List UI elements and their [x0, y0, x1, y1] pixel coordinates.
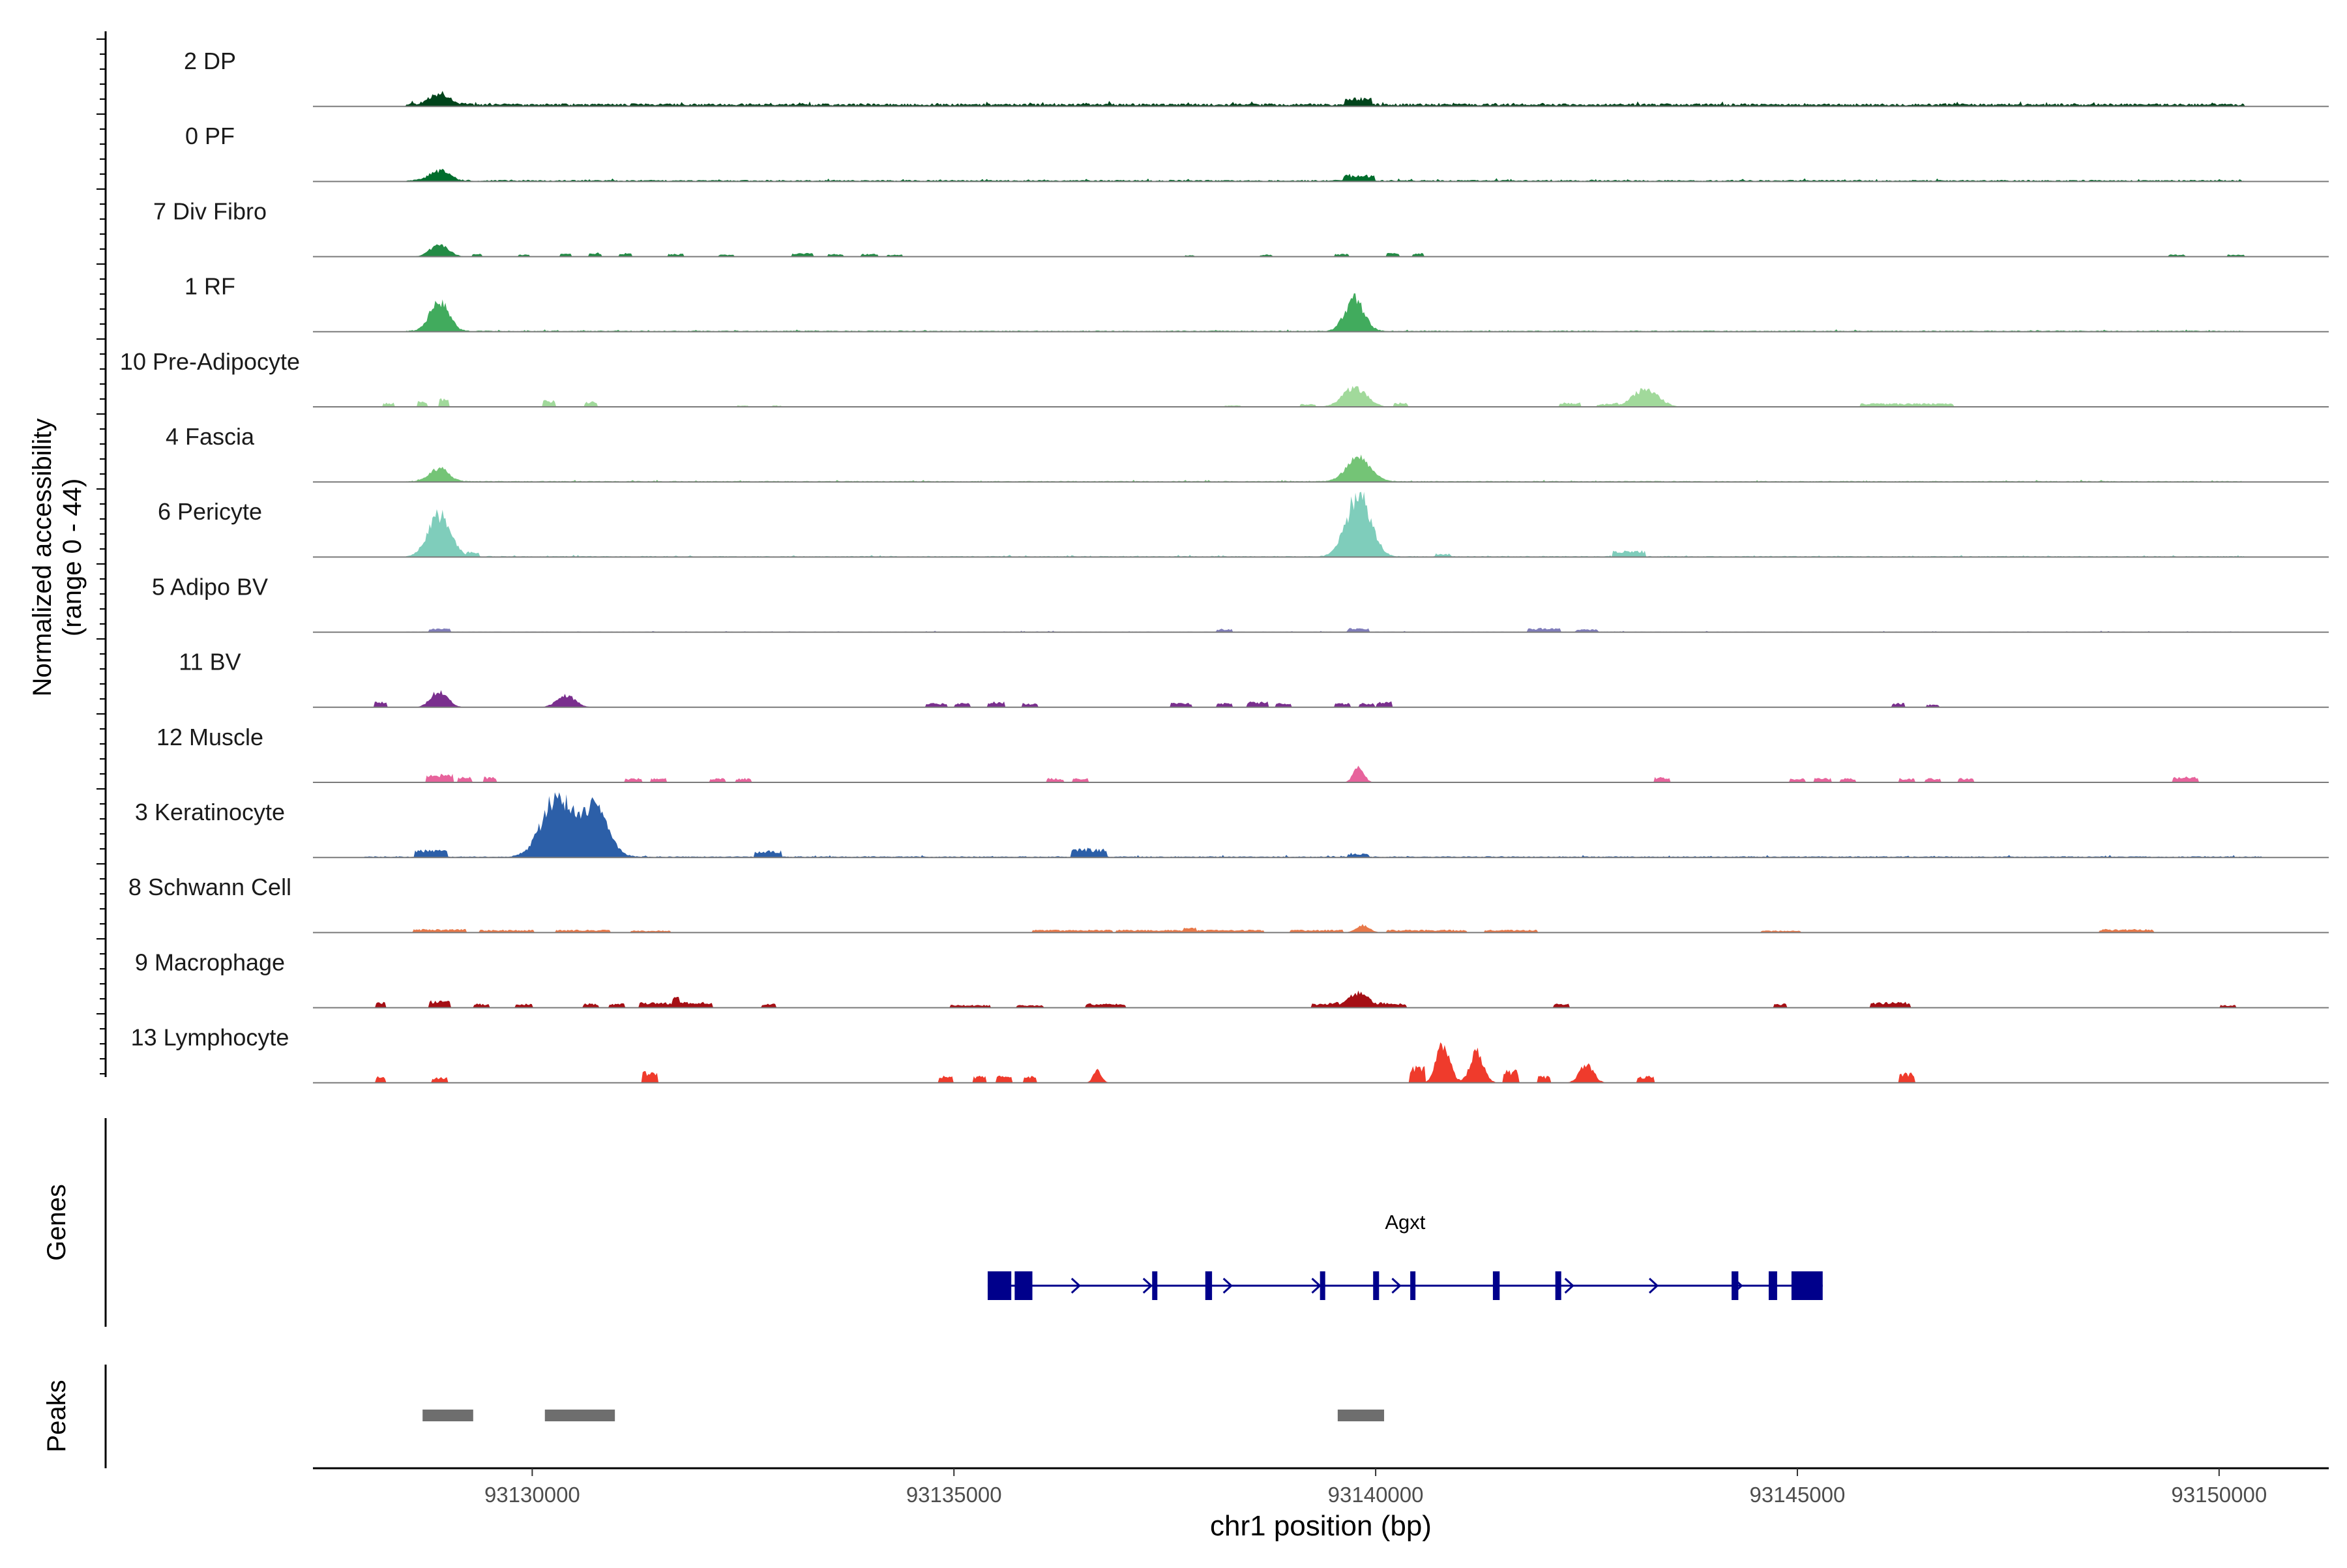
- x-tick-label: 93130000: [484, 1483, 580, 1507]
- strand-arrow: [1070, 1277, 1082, 1294]
- track-label: 8 Schwann Cell: [128, 874, 291, 900]
- track-label: 3 Keratinocyte: [135, 799, 285, 825]
- gene-exon: [1205, 1271, 1213, 1300]
- track-3-keratinocyte: 3 Keratinocyte: [135, 792, 2329, 859]
- track-5-adipo-bv: 5 Adipo BV: [152, 573, 2329, 633]
- track-12-muscle: 12 Muscle: [156, 724, 2329, 783]
- y-axis-title-line1: Normalized accessibility: [28, 419, 57, 697]
- track-label: 10 Pre-Adipocyte: [120, 348, 300, 375]
- coverage-area: [313, 293, 2329, 332]
- strand-arrow: [1564, 1277, 1574, 1294]
- gene-exon: [1410, 1271, 1416, 1300]
- track-label: 7 Div Fibro: [153, 198, 267, 224]
- genes-panel-title: Genes: [42, 1184, 71, 1261]
- peaks-panel-title: Peaks: [42, 1380, 71, 1452]
- track-label: 6 Pericyte: [158, 498, 262, 525]
- track-8-schwann-cell: 8 Schwann Cell: [128, 874, 2329, 934]
- coverage-area: [313, 169, 2329, 182]
- gene-name: Agxt: [1385, 1211, 1425, 1234]
- strand-arrow: [1142, 1277, 1153, 1294]
- track-4-fascia: 4 Fascia: [166, 423, 2329, 483]
- peaks-track: [422, 1410, 1385, 1421]
- x-tick-label: 93135000: [906, 1483, 1002, 1507]
- track-label: 4 Fascia: [166, 423, 255, 450]
- peak-interval: [422, 1410, 473, 1421]
- x-tick-label: 93140000: [1328, 1483, 1424, 1507]
- coverage-area: [313, 990, 2329, 1008]
- track-0-pf: 0 PF: [185, 123, 2329, 183]
- track-7-div-fibro: 7 Div Fibro: [153, 198, 2329, 258]
- coverage-area: [313, 91, 2329, 107]
- y-axis-ticks: [96, 38, 106, 1074]
- coverage-area: [313, 690, 2329, 707]
- track-6-pericyte: 6 Pericyte: [158, 492, 2329, 558]
- track-label: 1 RF: [185, 273, 235, 300]
- track-10-pre-adipocyte: 10 Pre-Adipocyte: [120, 348, 2329, 407]
- peak-interval: [544, 1410, 615, 1421]
- track-label: 5 Adipo BV: [152, 573, 268, 600]
- track-label: 2 DP: [184, 48, 236, 74]
- coverage-area: [313, 924, 2329, 933]
- track-1-rf: 1 RF: [185, 273, 2329, 333]
- coverage-area: [313, 492, 2329, 557]
- gene-exon: [1373, 1271, 1380, 1300]
- x-tick-label: 93145000: [1750, 1483, 1846, 1507]
- track-label: 9 Macrophage: [135, 949, 285, 975]
- track-9-macrophage: 9 Macrophage: [135, 949, 2329, 1009]
- gene-exon: [1492, 1271, 1500, 1300]
- gene-exon: [987, 1271, 1012, 1300]
- gene-exon: [1732, 1271, 1739, 1300]
- track-label: 13 Lymphocyte: [131, 1024, 289, 1051]
- x-tick-label: 93150000: [2171, 1483, 2267, 1507]
- coverage-area: [313, 386, 2329, 407]
- gene-annotation: Agxt: [987, 1211, 1823, 1300]
- track-2-dp: 2 DP: [184, 48, 2329, 108]
- strand-arrow: [1311, 1277, 1321, 1294]
- gene-exon: [1152, 1271, 1158, 1300]
- gene-exon: [1555, 1271, 1561, 1300]
- coverage-area: [313, 454, 2329, 482]
- track-11-bv: 11 BV: [179, 649, 2329, 708]
- gene-exon: [1014, 1271, 1033, 1300]
- track-label: 11 BV: [179, 649, 241, 675]
- peak-interval: [1337, 1410, 1385, 1421]
- gene-exon: [1768, 1271, 1777, 1300]
- coverage-area: [313, 792, 2329, 858]
- track-label: 12 Muscle: [156, 724, 263, 750]
- tracks-layer: 2 DP 0 PF 7 Div Fibro 1 RF 10 Pre-Adipocyte 4…: [120, 48, 2329, 1084]
- coverage-area: [313, 765, 2329, 782]
- strand-arrow: [1222, 1277, 1233, 1294]
- track-label: 0 PF: [185, 123, 235, 149]
- track-13-lymphocyte: 13 Lymphocyte: [131, 1024, 2329, 1084]
- gene-exon: [1791, 1271, 1823, 1300]
- y-axis-title-line2: (range 0 - 44): [58, 479, 87, 636]
- strand-arrow: [1391, 1277, 1402, 1294]
- coverage-area: [313, 244, 2329, 257]
- x-axis-ticks: 93130000 93135000 93140000 93145000 93150000: [484, 1468, 2267, 1507]
- strand-arrow: [1649, 1277, 1659, 1294]
- gene-exon: [1320, 1271, 1325, 1300]
- coverage-area: [313, 1042, 2329, 1083]
- x-axis-title: chr1 position (bp): [1210, 1510, 1432, 1542]
